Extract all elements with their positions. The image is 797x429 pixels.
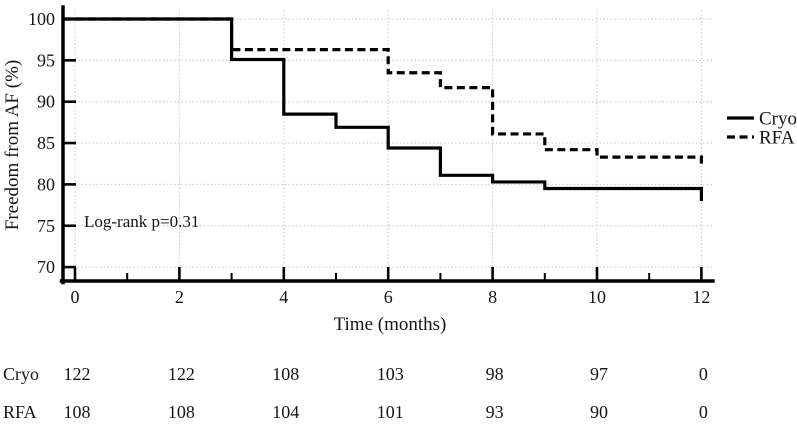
survival-chart: 70 75 80 85 90 95 100 0 2 4 6 8 10 12 Time (months) Fre… (2, 5, 797, 335)
x-tick-label: 10 (588, 287, 606, 307)
risk-count: 103 (376, 364, 404, 384)
risk-row-label: Cryo (3, 364, 39, 384)
y-tick-label: 100 (28, 9, 55, 29)
y-tick-label: 85 (37, 133, 55, 153)
risk-row-cryo: Cryo 122 122 108 103 98 97 0 (0, 364, 797, 384)
risk-count: 0 (698, 402, 708, 422)
rfa-curve (63, 17, 703, 166)
y-tick-label: 95 (37, 50, 55, 70)
x-tick-label: 6 (384, 287, 393, 307)
y-tick-label: 90 (37, 92, 55, 112)
x-tick-label: 8 (488, 287, 497, 307)
y-tick-label: 70 (37, 257, 55, 277)
log-rank-annotation: Log-rank p=0.31 (84, 212, 199, 231)
x-tick-label: 2 (175, 287, 184, 307)
risk-count: 0 (698, 364, 708, 384)
x-tick-label: 0 (71, 287, 80, 307)
risk-row-label: RFA (3, 402, 37, 422)
x-tick-label: 4 (279, 287, 288, 307)
risk-count: 97 (590, 364, 608, 384)
risk-count: 122 (167, 364, 195, 384)
risk-count: 98 (485, 364, 504, 384)
y-tick-label: 75 (37, 216, 55, 236)
risk-count: 93 (485, 402, 504, 422)
risk-count: 108 (272, 364, 300, 384)
risk-count: 104 (272, 402, 300, 422)
y-tick-label: 80 (37, 174, 55, 194)
x-tick-label: 12 (692, 287, 710, 307)
risk-count: 108 (167, 402, 195, 422)
risk-count: 108 (63, 402, 91, 422)
risk-count: 90 (590, 402, 608, 422)
risk-row-rfa: RFA 108 108 104 101 93 90 0 (0, 402, 797, 422)
risk-count: 122 (63, 364, 91, 384)
risk-count: 101 (376, 402, 404, 422)
y-axis-title: Freedom from AF (%) (2, 60, 23, 230)
legend-label-cryo: Cryo (759, 109, 797, 130)
legend-label-rfa: RFA (759, 128, 795, 149)
cryo-curve (63, 17, 703, 201)
x-axis-title: Time (months) (334, 314, 447, 335)
